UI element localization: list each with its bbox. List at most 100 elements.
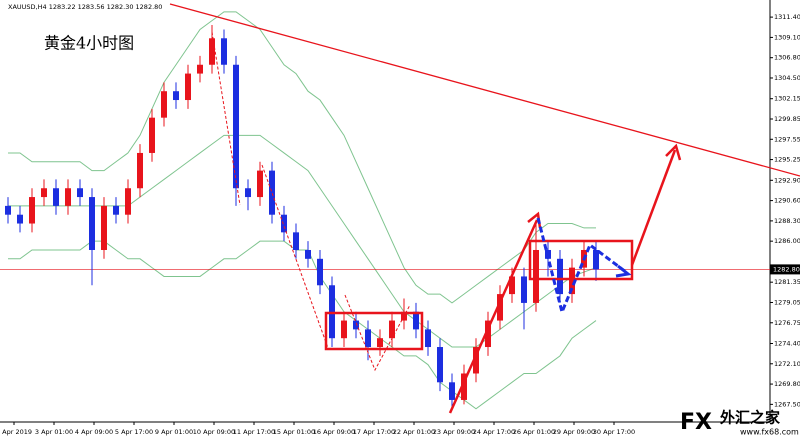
arrow-head	[665, 143, 682, 161]
arrow-head	[615, 264, 632, 278]
candle-body	[353, 320, 359, 330]
candle-body	[53, 188, 59, 206]
y-tick-label: 1276.75	[774, 319, 800, 327]
candle-body	[377, 338, 383, 348]
candle-body	[437, 347, 443, 383]
x-tick-label: 24 Apr 17:00	[473, 428, 515, 436]
last-price-box	[770, 264, 800, 275]
trend-line	[169, 3, 800, 177]
y-tick-label: 1281.35	[774, 278, 800, 286]
candle-body	[245, 188, 251, 198]
y-tick-label: 1267.50	[774, 400, 800, 408]
bollinger-band	[8, 134, 597, 348]
candle-body	[461, 373, 467, 400]
header: XAUUSD,H4 1283.22 1283.56 1282.30 1282.8…	[8, 3, 162, 11]
x-tick-label: 30 Apr 17:00	[593, 428, 635, 436]
x-tick-label: 4 Apr 09:00	[75, 428, 113, 436]
candle-body	[569, 267, 575, 295]
candle-body	[497, 294, 503, 321]
y-tick-label: 1279.05	[774, 298, 800, 306]
y-tick-label: 1306.80	[774, 54, 800, 62]
candle-body	[329, 285, 335, 339]
range-box	[324, 311, 424, 351]
candle-body	[233, 64, 239, 189]
candle-body	[161, 91, 167, 118]
candle-body	[5, 205, 11, 215]
candle-body	[125, 188, 131, 215]
x-tick-label: 3 Apr 01:00	[35, 428, 73, 436]
candle-body	[473, 347, 479, 374]
y-tick-label: 1299.85	[774, 115, 800, 123]
logo-name: 外汇之家	[719, 409, 780, 427]
candle-body	[485, 320, 491, 348]
x-tick-label: 11 Apr 17:00	[233, 428, 275, 436]
y-tick-label: 1288.30	[774, 217, 800, 225]
candle-body	[413, 311, 419, 330]
candle-body	[425, 329, 431, 348]
candle-body	[113, 205, 119, 215]
last-price-label: 1282.80	[773, 265, 800, 273]
candle-body	[305, 249, 311, 259]
y-tick-label: 1304.50	[774, 74, 800, 82]
candle-body	[449, 382, 455, 400]
candle-body	[257, 170, 263, 198]
candle-body	[89, 197, 95, 250]
candle-body	[137, 152, 143, 189]
y-tick-label: 1292.90	[774, 176, 800, 184]
y-tick-label: 1311.40	[774, 13, 800, 21]
candle-body	[29, 197, 35, 224]
candle-body	[281, 214, 287, 233]
x-tick-label: 9 Apr 01:00	[155, 428, 193, 436]
candle-body	[293, 232, 299, 250]
candle-body	[101, 205, 107, 250]
candle-body	[209, 38, 215, 65]
candle-body	[317, 258, 323, 286]
x-tick-label: 15 Apr 01:00	[273, 428, 315, 436]
annotations	[169, 3, 800, 414]
candle-body	[17, 214, 23, 224]
candle-body	[365, 329, 371, 348]
logo-brand: FX	[680, 410, 712, 435]
x-tick-label: 29 Apr 09:00	[553, 428, 595, 436]
logo-url: www.fx68.com	[740, 428, 799, 437]
y-tick-label: 1274.40	[774, 339, 800, 347]
candle-body	[509, 276, 515, 295]
y-tick-label: 1286.00	[774, 237, 800, 245]
x-tick-label: 22 Apr 01:00	[393, 428, 435, 436]
dashed-arrow	[344, 294, 411, 372]
candle-body	[149, 117, 155, 153]
arrow	[448, 219, 539, 414]
candle-body	[173, 91, 179, 101]
x-tick-label: 17 Apr 17:00	[353, 428, 395, 436]
blue-path	[536, 217, 627, 317]
candle-body	[389, 320, 395, 339]
y-tick-label: 1290.60	[774, 197, 800, 205]
candle-body	[185, 73, 191, 101]
dashed-arrow	[211, 31, 241, 206]
x-tick-label: 1 Apr 2019	[0, 428, 32, 436]
candle-body	[77, 188, 83, 198]
candle-body	[221, 38, 227, 65]
x-tick-label: 5 Apr 17:00	[115, 428, 153, 436]
logo: FX 外汇之家 www.fx68.com	[680, 409, 799, 437]
y-tick-label: 1269.80	[774, 380, 800, 388]
chart-title: 黄金4小时图	[44, 34, 134, 53]
y-tick-label: 1297.55	[774, 135, 800, 143]
range-box	[528, 239, 634, 281]
arrow	[630, 149, 677, 266]
x-tick-label: 26 Apr 01:00	[513, 428, 555, 436]
candle-body	[521, 276, 527, 303]
candle-body	[533, 249, 539, 303]
x-tick-label: 10 Apr 09:00	[193, 428, 235, 436]
candle-body	[41, 188, 47, 198]
dashed-arrow	[261, 164, 329, 349]
candle-body	[557, 258, 563, 295]
candle-body	[65, 188, 71, 206]
candle-body	[197, 64, 203, 74]
y-tick-label: 1272.10	[774, 360, 800, 368]
y-tick-label: 1295.25	[774, 156, 800, 164]
candle-body	[269, 170, 275, 215]
